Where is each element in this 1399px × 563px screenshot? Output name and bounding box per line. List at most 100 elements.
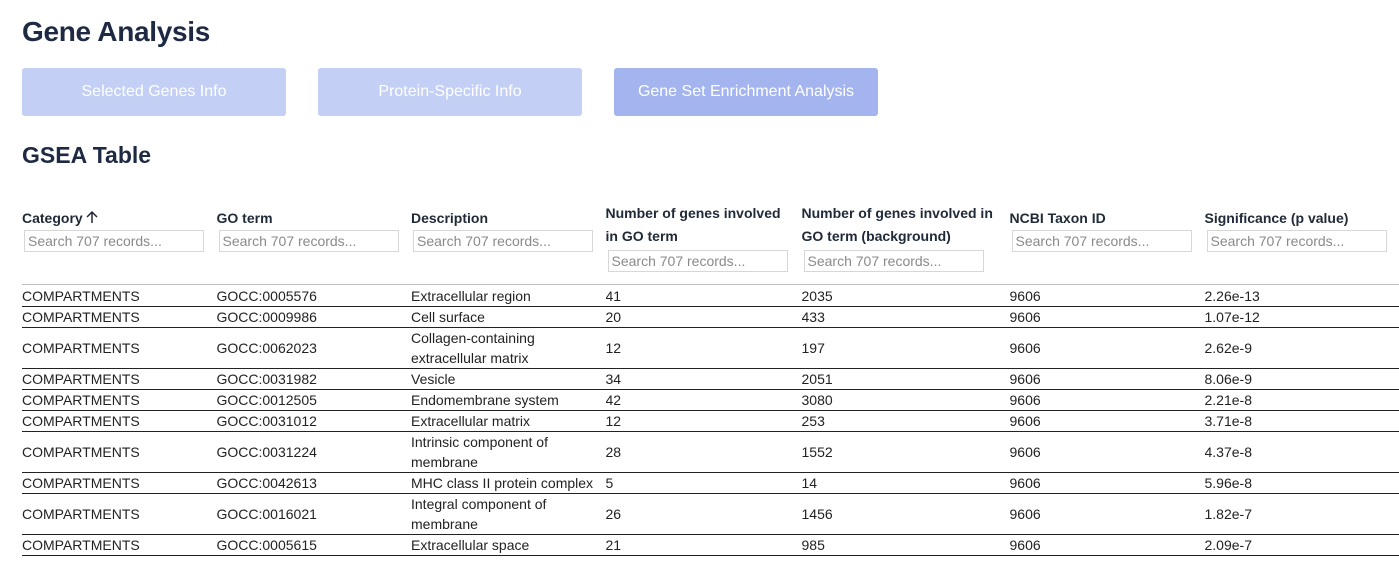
search-input-go-term[interactable] — [218, 230, 399, 252]
column-label: Description — [411, 210, 489, 226]
cell-go-term: GOCC:0031982 — [216, 368, 411, 390]
table-row[interactable]: COMPARTMENTS GOCC:0005576 Extracellular … — [22, 284, 1399, 307]
cell-go-term: GOCC:0042613 — [216, 472, 411, 494]
cell-category: COMPARTMENTS — [22, 472, 217, 494]
arrow-up-icon[interactable] — [85, 210, 99, 224]
tab-gene-set-enrichment-analysis[interactable]: Gene Set Enrichment Analysis — [614, 68, 878, 116]
cell-go-term: GOCC:0009986 — [216, 306, 411, 328]
tab-selected-genes-info[interactable]: Selected Genes Info — [22, 68, 286, 116]
cell-num-genes: 5 — [605, 472, 802, 494]
cell-go-term: GOCC:0005576 — [216, 284, 411, 307]
cell-significance: 4.37e-8 — [1204, 431, 1399, 473]
cell-category: COMPARTMENTS — [22, 284, 217, 307]
table-row[interactable]: COMPARTMENTS GOCC:0062023 Collagen-conta… — [22, 327, 1399, 369]
column-label: Category — [22, 210, 83, 226]
cell-significance: 5.96e-8 — [1204, 472, 1399, 494]
column-header-description[interactable]: Description — [411, 200, 606, 285]
cell-description: MHC class II protein complex — [411, 472, 606, 494]
cell-go-term: GOCC:0012505 — [216, 389, 411, 411]
column-header-num-genes[interactable]: Number of genes involved in GO term — [605, 200, 802, 285]
search-input-significance[interactable] — [1206, 230, 1387, 252]
cell-category: COMPARTMENTS — [22, 493, 217, 535]
column-label: Number of genes involved in GO term (bac… — [801, 205, 993, 244]
cell-num-genes-background: 3080 — [801, 389, 1010, 411]
cell-num-genes-background: 1552 — [801, 431, 1010, 473]
cell-num-genes-background: 1456 — [801, 493, 1010, 535]
column-header-num-genes-background[interactable]: Number of genes involved in GO term (bac… — [801, 200, 1010, 285]
cell-category: COMPARTMENTS — [22, 389, 217, 411]
column-header-go-term[interactable]: GO term — [216, 200, 411, 285]
cell-num-genes-background: 253 — [801, 410, 1010, 432]
column-label: NCBI Taxon ID — [1009, 210, 1106, 226]
table-row[interactable]: COMPARTMENTS GOCC:0031012 Extracellular … — [22, 410, 1399, 432]
table-row[interactable]: COMPARTMENTS GOCC:0031224 Intrinsic comp… — [22, 431, 1399, 473]
cell-num-genes: 41 — [605, 284, 802, 307]
column-header-significance[interactable]: Significance (p value) — [1204, 200, 1399, 285]
table-row[interactable]: COMPARTMENTS GOCC:0042613 MHC class II p… — [22, 472, 1399, 494]
cell-description: Collagen-containing extracellular matrix — [411, 327, 606, 369]
table-row[interactable]: COMPARTMENTS GOCC:0005615 Extracellular … — [22, 534, 1399, 556]
cell-description: Extracellular region — [411, 284, 606, 307]
column-header-category[interactable]: Category — [22, 200, 217, 285]
cell-description: Cell surface — [411, 306, 606, 328]
table-row[interactable]: COMPARTMENTS GOCC:0009986 Cell surface 2… — [22, 306, 1399, 328]
cell-taxon-id: 9606 — [1009, 534, 1205, 556]
cell-num-genes: 28 — [605, 431, 802, 473]
table-row[interactable]: COMPARTMENTS GOCC:0031982 Vesicle 34 205… — [22, 368, 1399, 390]
cell-go-term: GOCC:0031012 — [216, 410, 411, 432]
cell-significance: 2.21e-8 — [1204, 389, 1399, 411]
cell-go-term: GOCC:0016021 — [216, 493, 411, 535]
cell-significance: 1.82e-7 — [1204, 493, 1399, 535]
cell-description: Endomembrane system — [411, 389, 606, 411]
cell-significance: 3.71e-8 — [1204, 410, 1399, 432]
cell-description: Integral component of membrane — [411, 493, 606, 535]
cell-significance: 2.09e-7 — [1204, 534, 1399, 556]
page-title: Gene Analysis — [22, 16, 211, 47]
tab-protein-specific-info[interactable]: Protein-Specific Info — [318, 68, 582, 116]
column-label: Number of genes involved in GO term — [605, 205, 781, 244]
cell-category: COMPARTMENTS — [22, 368, 217, 390]
table-row[interactable]: COMPARTMENTS GOCC:0016021 Integral compo… — [22, 493, 1399, 535]
column-label: GO term — [216, 210, 273, 226]
cell-taxon-id: 9606 — [1009, 410, 1205, 432]
gsea-table: Category GO term Description Number of g… — [22, 200, 1399, 556]
cell-category: COMPARTMENTS — [22, 534, 217, 556]
cell-taxon-id: 9606 — [1009, 493, 1205, 535]
cell-num-genes: 21 — [605, 534, 802, 556]
search-input-category[interactable] — [24, 230, 204, 252]
cell-go-term: GOCC:0062023 — [216, 327, 411, 369]
cell-num-genes-background: 2035 — [801, 284, 1010, 307]
cell-num-genes: 34 — [605, 368, 802, 390]
search-input-ncbi-taxon-id[interactable] — [1011, 230, 1192, 252]
cell-num-genes: 26 — [605, 493, 802, 535]
cell-description: Extracellular matrix — [411, 410, 606, 432]
cell-num-genes-background: 197 — [801, 327, 1010, 369]
cell-taxon-id: 9606 — [1009, 472, 1205, 494]
search-input-num-genes-background[interactable] — [803, 250, 984, 272]
search-input-description[interactable] — [413, 230, 593, 252]
table-row[interactable]: COMPARTMENTS GOCC:0012505 Endomembrane s… — [22, 389, 1399, 411]
cell-category: COMPARTMENTS — [22, 306, 217, 328]
cell-num-genes-background: 14 — [801, 472, 1010, 494]
table-header-row: Category GO term Description Number of g… — [22, 200, 1399, 285]
cell-num-genes-background: 2051 — [801, 368, 1010, 390]
cell-taxon-id: 9606 — [1009, 284, 1205, 307]
cell-significance: 8.06e-9 — [1204, 368, 1399, 390]
column-header-ncbi-taxon-id[interactable]: NCBI Taxon ID — [1009, 200, 1205, 285]
cell-num-genes-background: 433 — [801, 306, 1010, 328]
search-input-num-genes[interactable] — [607, 250, 788, 272]
cell-go-term: GOCC:0031224 — [216, 431, 411, 473]
cell-taxon-id: 9606 — [1009, 431, 1205, 473]
cell-category: COMPARTMENTS — [22, 327, 217, 369]
cell-significance: 2.62e-9 — [1204, 327, 1399, 369]
cell-taxon-id: 9606 — [1009, 327, 1205, 369]
column-label: Significance (p value) — [1204, 210, 1349, 226]
cell-num-genes-background: 985 — [801, 534, 1010, 556]
cell-num-genes: 12 — [605, 327, 802, 369]
cell-description: Intrinsic component of membrane — [411, 431, 606, 473]
cell-description: Vesicle — [411, 368, 606, 390]
cell-significance: 2.26e-13 — [1204, 284, 1399, 307]
cell-num-genes: 42 — [605, 389, 802, 411]
cell-num-genes: 20 — [605, 306, 802, 328]
gsea-table-container: Category GO term Description Number of g… — [22, 200, 1399, 556]
